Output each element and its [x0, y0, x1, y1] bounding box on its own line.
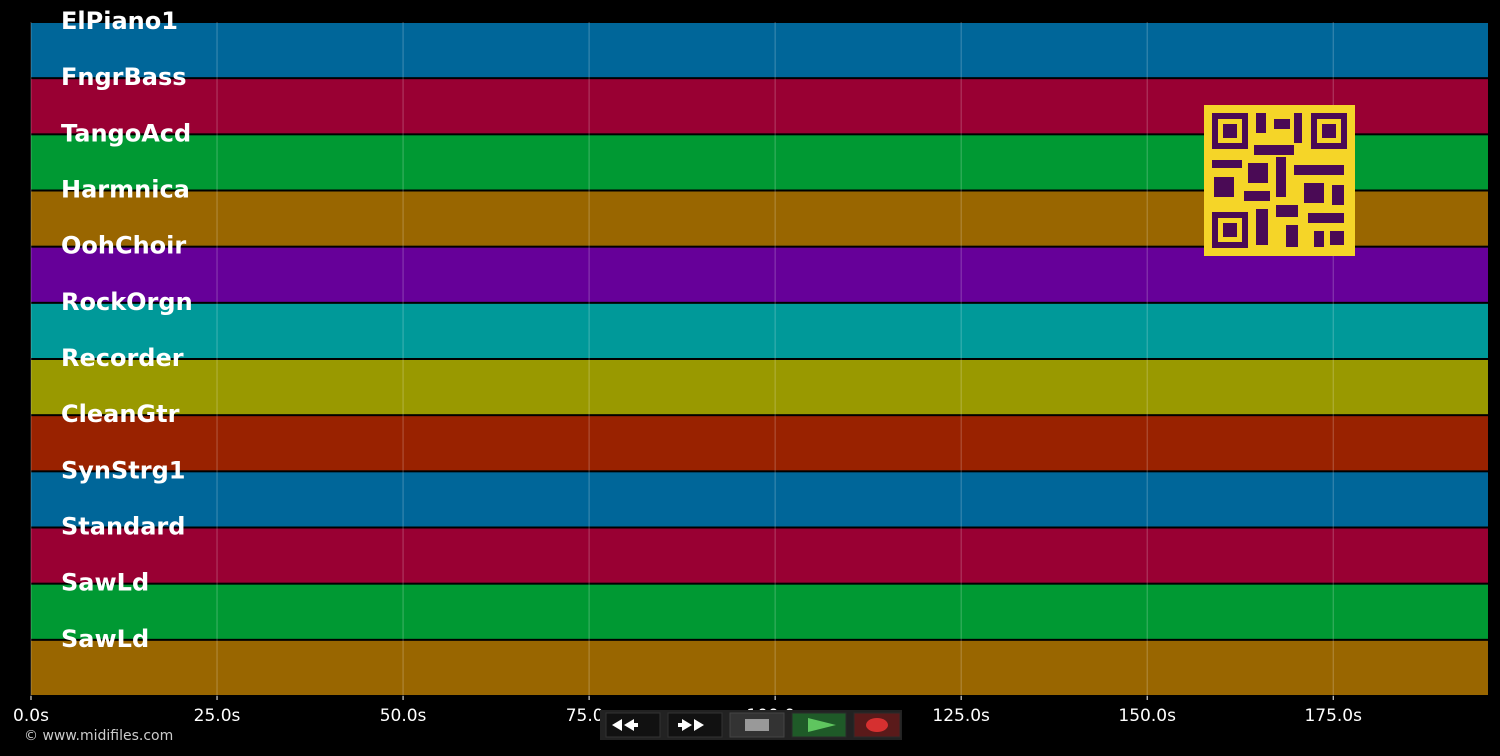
x-tick-label: 150.0s [1118, 706, 1176, 726]
track-name: ElPiano1 [61, 7, 178, 35]
track-name: TangoAcd [61, 119, 191, 147]
transport-controls [600, 710, 902, 740]
track-lane [31, 472, 1488, 527]
track-lane [31, 640, 1488, 695]
track-name: CleanGtr [61, 400, 180, 428]
qr-code [1204, 105, 1355, 256]
track-lane [31, 23, 1488, 78]
track-lane [31, 303, 1488, 358]
track-name: SynStrg1 [61, 456, 186, 484]
track-name: SawLd [61, 569, 149, 597]
track-lane [31, 528, 1488, 583]
track-name: Recorder [61, 344, 184, 372]
play-button[interactable] [791, 712, 847, 738]
footer-credit: © www.midifiles.com [24, 728, 173, 744]
x-tick-label: 25.0s [194, 706, 241, 726]
x-tick-label: 0.0s [13, 706, 49, 726]
track-lane [31, 247, 1488, 302]
track-lane [31, 416, 1488, 471]
track-name: SawLd [61, 625, 149, 653]
x-tick-label: 125.0s [932, 706, 990, 726]
record-button[interactable] [853, 712, 901, 738]
track-name: Standard [61, 513, 185, 541]
fast-forward-button[interactable] [667, 712, 723, 738]
track-name: OohChoir [61, 232, 186, 260]
track-name: Harmnica [61, 176, 190, 204]
track-lane [31, 584, 1488, 639]
track-lane [31, 360, 1488, 415]
rewind-button[interactable] [605, 712, 661, 738]
stop-button[interactable] [729, 712, 785, 738]
track-name: RockOrgn [61, 288, 193, 316]
x-tick-label: 175.0s [1304, 706, 1362, 726]
x-tick-label: 50.0s [380, 706, 427, 726]
track-name: FngrBass [61, 63, 187, 91]
